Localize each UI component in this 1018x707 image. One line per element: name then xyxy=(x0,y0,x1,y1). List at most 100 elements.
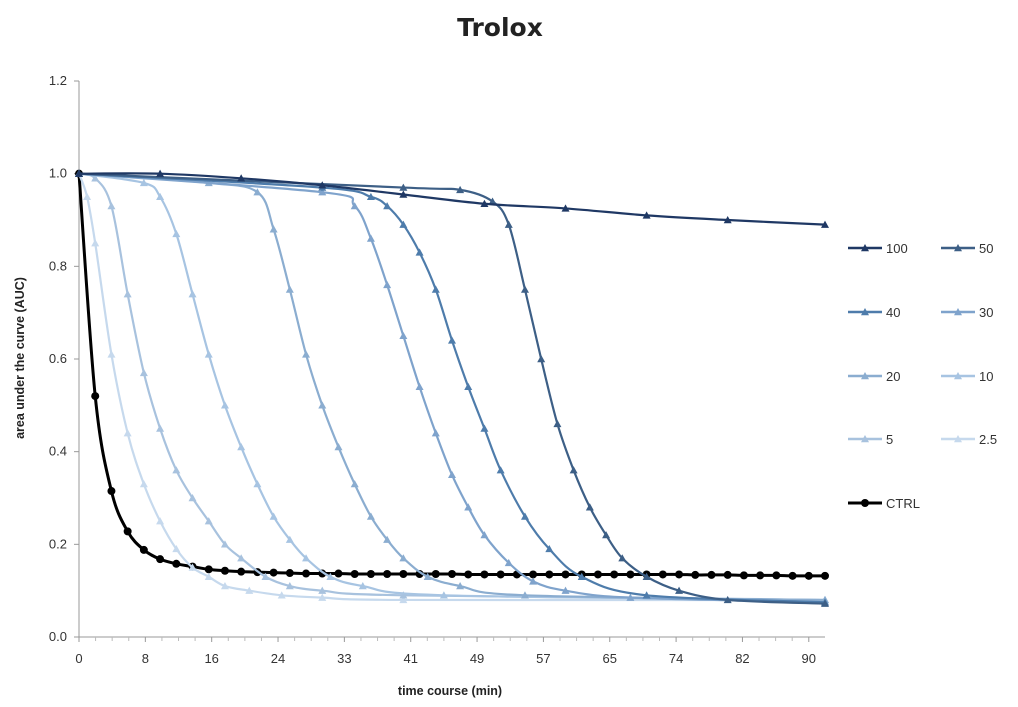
legend-label: CTRL xyxy=(886,496,920,511)
data-point xyxy=(399,183,408,191)
data-point xyxy=(691,570,700,579)
data-point xyxy=(156,517,165,525)
data-point xyxy=(237,567,246,576)
series-line-20 xyxy=(78,172,826,602)
y-axis-label: area under the curve (AUC) xyxy=(13,277,27,439)
legend-marker xyxy=(861,435,869,443)
data-point xyxy=(172,544,181,553)
data-point xyxy=(480,531,489,539)
legend-marker xyxy=(861,308,869,316)
data-point xyxy=(156,555,165,564)
data-point xyxy=(334,443,343,451)
y-tick-label: 1.0 xyxy=(49,166,67,181)
legend-entry-CTRL: CTRL xyxy=(848,496,920,511)
series-2.5 xyxy=(75,169,829,604)
data-point xyxy=(456,185,465,194)
data-point xyxy=(220,401,229,409)
series-50 xyxy=(75,169,829,607)
data-point xyxy=(626,593,635,601)
data-point xyxy=(253,480,262,488)
legend-entry-2.5: 2.5 xyxy=(941,432,997,447)
data-point xyxy=(366,569,375,578)
data-point xyxy=(464,570,473,579)
series-line-40 xyxy=(78,172,826,604)
legend: 100 50 40 30 20 10 5 2.5 CTRL xyxy=(848,241,997,511)
series-30 xyxy=(75,169,829,606)
data-point xyxy=(569,466,578,474)
data-point xyxy=(285,535,294,543)
x-tick-label: 16 xyxy=(204,651,218,666)
legend-entry-100: 100 xyxy=(848,241,908,256)
data-point xyxy=(602,531,611,539)
data-point xyxy=(448,569,456,578)
data-point xyxy=(237,174,246,182)
data-point xyxy=(399,190,408,198)
chart-title: Trolox xyxy=(457,13,543,42)
axes: 0.0 0.2 0.4 0.6 0.8 1.0 1.2 0 8 16 24 33 41 49 57 65 74 8… xyxy=(49,73,825,666)
data-point xyxy=(537,355,546,363)
data-point xyxy=(593,570,602,579)
data-point xyxy=(545,570,554,579)
y-tick-label: 0.4 xyxy=(49,444,67,459)
data-point xyxy=(821,571,829,580)
data-point xyxy=(723,595,732,604)
data-point xyxy=(188,494,197,502)
data-point xyxy=(675,586,684,594)
data-point xyxy=(277,591,286,599)
series-20 xyxy=(75,169,829,604)
data-point xyxy=(464,503,473,511)
data-point xyxy=(285,569,294,578)
data-point xyxy=(456,582,465,590)
data-point xyxy=(172,559,181,568)
data-point xyxy=(504,220,513,228)
data-point xyxy=(285,285,294,293)
legend-marker xyxy=(954,308,962,316)
data-point xyxy=(545,544,554,553)
data-point xyxy=(318,181,327,189)
data-point xyxy=(204,517,213,525)
data-point xyxy=(520,285,529,293)
x-tick-label: 90 xyxy=(802,651,816,666)
y-tick-label: 0.2 xyxy=(49,536,67,551)
data-point xyxy=(123,527,132,536)
series-line-10 xyxy=(78,172,826,602)
x-tick-label: 74 xyxy=(669,651,683,666)
legend-label: 40 xyxy=(886,305,900,320)
data-point xyxy=(496,570,505,579)
data-point xyxy=(156,424,165,432)
data-point xyxy=(220,540,229,548)
data-point xyxy=(431,569,440,578)
data-point xyxy=(707,570,716,579)
data-point xyxy=(350,569,359,578)
data-point xyxy=(642,591,651,599)
data-point xyxy=(804,571,813,580)
data-point xyxy=(172,229,181,238)
data-point xyxy=(237,443,246,451)
data-point xyxy=(488,197,497,205)
data-point xyxy=(448,470,456,479)
x-tick-label: 0 xyxy=(75,651,82,666)
data-point xyxy=(585,503,594,511)
data-point xyxy=(496,466,505,474)
data-point xyxy=(480,424,489,432)
data-point xyxy=(107,487,116,496)
data-point xyxy=(302,350,311,358)
data-point xyxy=(439,591,448,599)
x-tick-label: 65 xyxy=(603,651,617,666)
legend-marker xyxy=(861,244,869,252)
y-tick-label: 0.8 xyxy=(49,258,67,273)
data-point xyxy=(139,480,148,488)
data-point xyxy=(123,429,132,437)
series-100 xyxy=(75,169,829,228)
y-tick-label: 1.2 xyxy=(49,73,67,88)
data-point xyxy=(383,569,392,578)
data-point xyxy=(326,572,335,580)
data-point xyxy=(83,192,92,201)
data-point xyxy=(285,582,294,590)
data-point xyxy=(561,570,570,579)
legend-marker xyxy=(954,372,962,380)
data-point xyxy=(658,570,667,579)
series-layer xyxy=(75,169,829,607)
data-point xyxy=(788,571,797,580)
